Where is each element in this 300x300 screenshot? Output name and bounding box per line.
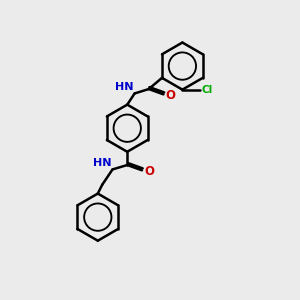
Text: HN: HN <box>93 158 111 168</box>
Text: Cl: Cl <box>202 85 213 94</box>
Text: HN: HN <box>115 82 133 92</box>
Text: O: O <box>166 89 176 102</box>
Text: O: O <box>144 165 154 178</box>
